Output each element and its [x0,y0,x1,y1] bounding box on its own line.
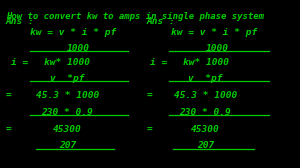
Text: 230 * 0.9: 230 * 0.9 [180,108,231,117]
Text: 45.3 * 1000: 45.3 * 1000 [174,91,237,100]
Text: 230 * 0.9: 230 * 0.9 [42,108,93,117]
Text: 45300: 45300 [53,124,82,134]
Text: 45.3 * 1000: 45.3 * 1000 [36,91,99,100]
Text: =: = [6,124,12,134]
Text: kw = v * i * pf: kw = v * i * pf [30,28,116,37]
Text: kw* 1000: kw* 1000 [182,58,229,67]
Text: =: = [147,91,153,100]
Text: i =: i = [11,58,28,67]
Text: 1000: 1000 [67,44,89,53]
Text: =: = [6,91,12,100]
Text: How to convert kw to amps in single phase system: How to convert kw to amps in single phas… [6,12,264,21]
Text: v  *pf: v *pf [188,74,223,83]
Text: 45300: 45300 [191,124,220,134]
Text: =: = [147,124,153,134]
Text: Ans :: Ans : [6,17,35,26]
Text: v  *pf: v *pf [50,74,85,83]
Text: i =: i = [150,58,167,67]
Text: kw = v * i * pf: kw = v * i * pf [171,28,257,37]
Text: Ans :: Ans : [147,17,176,26]
Text: 207: 207 [197,141,214,150]
Text: kw* 1000: kw* 1000 [44,58,91,67]
Text: 207: 207 [59,141,76,150]
Text: 1000: 1000 [206,44,229,53]
